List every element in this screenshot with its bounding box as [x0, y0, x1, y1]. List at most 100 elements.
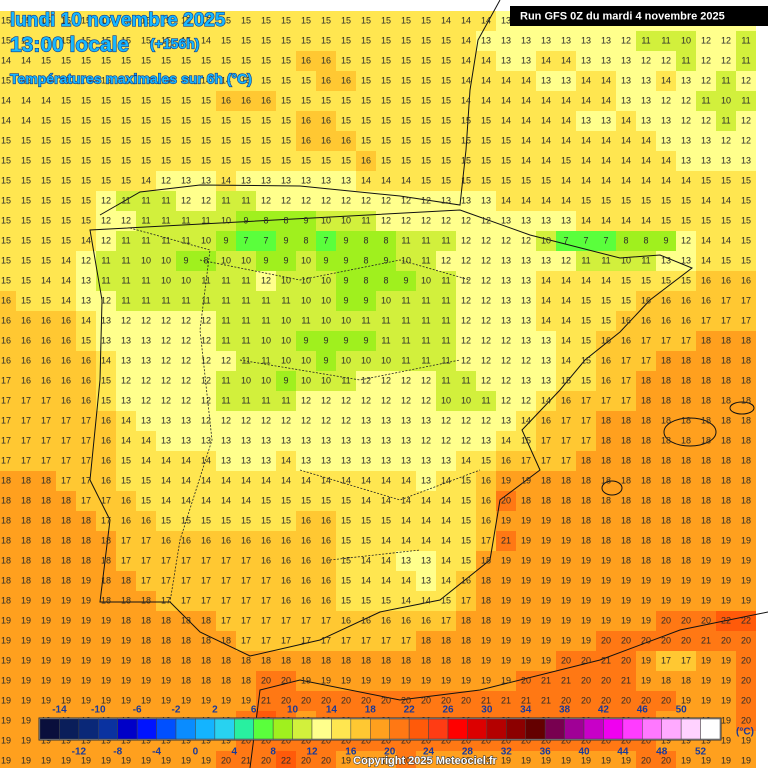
temperature-cell	[596, 111, 616, 131]
temperature-value: 12	[401, 375, 411, 385]
colorbar-label: 36	[540, 747, 552, 758]
temperature-value: 11	[481, 395, 490, 405]
temperature-value: 11	[441, 235, 450, 245]
temperature-value: 11	[161, 215, 170, 225]
temperature-cell	[136, 311, 156, 331]
temperature-cell	[716, 91, 736, 111]
temperature-value: 18	[101, 595, 111, 605]
temperature-value: 15	[541, 175, 551, 185]
temperature-cell	[636, 171, 656, 191]
temperature-value: 19	[481, 635, 491, 645]
temperature-value: 14	[601, 135, 611, 145]
temperature-value: 15	[501, 135, 511, 145]
temperature-cell	[676, 171, 696, 191]
temperature-cell	[716, 111, 736, 131]
temperature-value: 18	[701, 415, 711, 425]
temperature-value: 19	[661, 595, 671, 605]
temperature-value: 15	[81, 55, 91, 65]
temperature-value: 16	[21, 375, 31, 385]
temperature-value: 13	[541, 75, 551, 85]
temperature-value: 15	[461, 515, 471, 525]
temperature-value: 13	[741, 155, 751, 165]
temperature-value: 14	[441, 15, 451, 25]
temperature-value: 11	[741, 95, 750, 105]
temperature-value: 17	[661, 335, 671, 345]
temperature-value: 10	[261, 335, 271, 345]
temperature-value: 21	[261, 695, 271, 705]
temperature-value: 19	[41, 595, 51, 605]
temperature-cell	[196, 291, 216, 311]
temperature-value: 13	[381, 455, 391, 465]
temperature-cell	[376, 191, 396, 211]
temperature-value: 11	[221, 315, 230, 325]
temperature-value: 12	[681, 95, 691, 105]
temperature-value: 15	[281, 115, 291, 125]
temperature-value: 18	[61, 575, 71, 585]
temperature-value: 12	[201, 415, 211, 425]
temperature-value: 18	[681, 355, 691, 365]
temperature-value: 13	[541, 215, 551, 225]
temperature-value: 12	[121, 215, 131, 225]
temperature-value: 18	[681, 455, 691, 465]
temperature-value: 18	[581, 475, 591, 485]
temperature-cell	[516, 271, 536, 291]
temperature-value: 13	[501, 55, 511, 65]
temperature-value: 16	[41, 315, 51, 325]
temperature-value: 12	[381, 375, 391, 385]
temperature-value: 16	[641, 295, 651, 305]
temperature-value: 15	[1, 215, 11, 225]
temperature-value: 13	[521, 315, 531, 325]
temperature-cell	[56, 31, 76, 51]
temperature-cell	[496, 151, 516, 171]
temperature-cell	[436, 111, 456, 131]
temperature-cell	[436, 391, 456, 411]
temperature-cell	[556, 311, 576, 331]
temperature-value: 10	[321, 375, 331, 385]
temperature-value: 15	[261, 155, 271, 165]
temperature-cell	[396, 51, 416, 71]
temperature-cell	[236, 391, 256, 411]
temperature-cell	[36, 91, 56, 111]
temperature-cell	[456, 291, 476, 311]
temperature-value: 13	[381, 435, 391, 445]
temperature-value: 19	[621, 615, 631, 625]
temperature-cell	[596, 71, 616, 91]
temperature-cell	[256, 131, 276, 151]
temperature-value: 13	[261, 435, 271, 445]
temperature-value: 19	[541, 575, 551, 585]
temperature-cell	[156, 271, 176, 291]
temperature-value: 15	[241, 35, 251, 45]
temperature-value: 13	[441, 195, 451, 205]
colorbar-box	[603, 718, 624, 740]
temperature-value: 15	[661, 195, 671, 205]
temperature-value: 13	[161, 415, 171, 425]
temperature-value: 15	[341, 535, 351, 545]
temperature-value: 14	[421, 535, 431, 545]
temperature-cell	[196, 311, 216, 331]
temperature-value: 21	[501, 695, 511, 705]
temperature-value: 16	[301, 135, 311, 145]
temperature-value: 14	[521, 195, 531, 205]
temperature-value: 14	[561, 195, 571, 205]
temperature-value: 12	[481, 235, 491, 245]
temperature-value: 15	[361, 135, 371, 145]
temperature-value: 18	[1, 555, 11, 565]
temperature-value: 19	[1, 655, 11, 665]
temperature-value: 10	[301, 375, 311, 385]
temperature-value: 14	[481, 15, 491, 25]
temperature-value: 15	[521, 175, 531, 185]
temperature-value: 15	[381, 135, 391, 145]
temperature-value: 9	[383, 255, 388, 265]
temperature-value: 17	[81, 435, 91, 445]
temperature-value: 16	[541, 415, 551, 425]
temperature-value: 13	[301, 175, 311, 185]
temperature-cell	[236, 31, 256, 51]
temperature-value: 18	[701, 335, 711, 345]
temperature-value: 15	[21, 275, 31, 285]
temperature-cell	[36, 171, 56, 191]
temperature-value: 14	[581, 95, 591, 105]
temperature-cell	[96, 271, 116, 291]
temperature-cell	[76, 211, 96, 231]
temperature-value: 17	[1, 395, 11, 405]
temperature-cell	[396, 231, 416, 251]
